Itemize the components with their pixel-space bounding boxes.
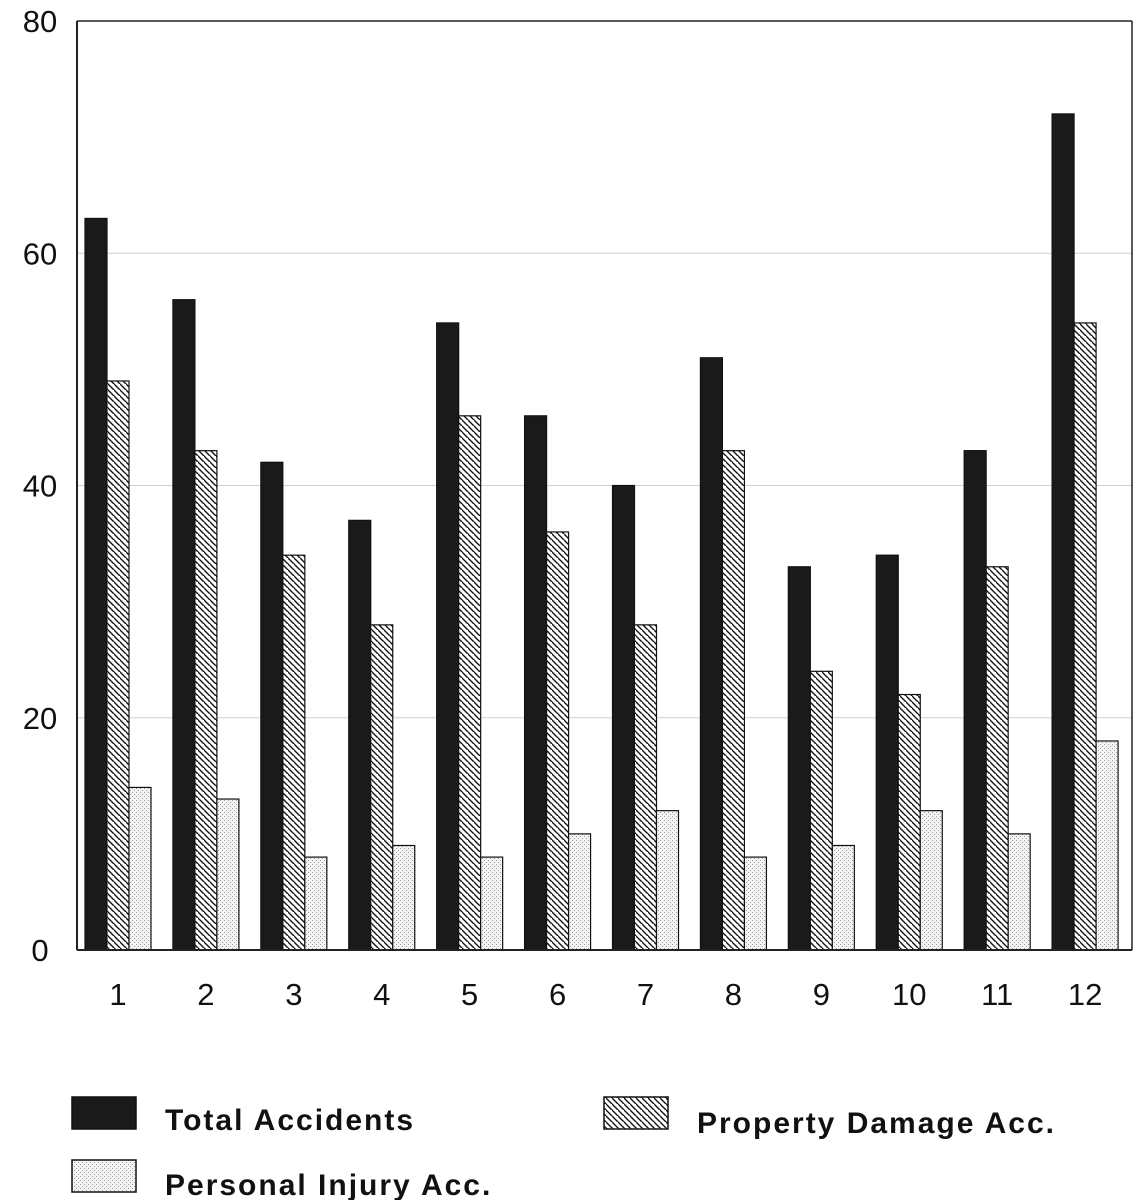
- axes: [76, 20, 1133, 951]
- bar-personal-10: [919, 810, 943, 951]
- y-tick-label: 40: [23, 469, 57, 504]
- bar-personal-2: [216, 798, 240, 951]
- legend-swatch-property: [603, 1096, 669, 1130]
- legend-swatch-personal: [71, 1159, 137, 1193]
- bar-property-5: [458, 415, 482, 951]
- x-tick-label: 9: [813, 977, 830, 1012]
- legend-label-personal: Personal Injury Acc.: [165, 1169, 492, 1200]
- x-tick-label: 10: [892, 977, 926, 1012]
- x-tick-labels: 1 2 3 4 5 6 7 8 9 10 11 12: [109, 977, 1102, 1012]
- legend: Total Accidents Property Damage Acc. Perso…: [71, 1096, 1056, 1200]
- bar-property-8: [721, 450, 746, 951]
- bar-property-2: [194, 450, 218, 951]
- x-tick-label: 11: [981, 977, 1013, 1012]
- legend-label-total: Total Accidents: [165, 1104, 415, 1137]
- y-tick-label: 0: [31, 933, 48, 968]
- bar-personal-3: [304, 856, 328, 951]
- bar-total-3: [260, 461, 284, 951]
- bar-total-1: [84, 217, 108, 951]
- x-tick-label: 6: [549, 977, 566, 1012]
- x-tick-label: 1: [109, 977, 126, 1012]
- legend-swatch-total: [71, 1096, 137, 1130]
- y-tick-label: 60: [23, 236, 57, 271]
- bar-property-1: [106, 380, 130, 951]
- x-tick-label: 5: [461, 977, 478, 1012]
- bars: [84, 113, 1119, 951]
- bar-total-6: [523, 415, 548, 951]
- bar-property-10: [897, 693, 921, 951]
- x-tick-label: 2: [197, 977, 214, 1012]
- bar-total-8: [699, 357, 724, 951]
- bar-total-11: [963, 450, 987, 951]
- bar-property-3: [282, 554, 306, 951]
- bar-personal-5: [480, 856, 504, 951]
- bar-property-7: [633, 624, 658, 951]
- bar-personal-11: [1007, 833, 1031, 951]
- x-tick-label: 7: [637, 977, 654, 1012]
- x-tick-label: 12: [1068, 977, 1102, 1012]
- bar-personal-1: [128, 786, 152, 951]
- bar-property-9: [809, 670, 833, 951]
- bar-property-11: [985, 566, 1009, 951]
- x-tick-label: 3: [285, 977, 302, 1012]
- bar-property-4: [370, 624, 394, 951]
- bar-personal-6: [567, 833, 592, 951]
- bar-total-2: [172, 299, 196, 951]
- y-tick-label: 80: [23, 4, 57, 39]
- bar-property-12: [1073, 322, 1097, 951]
- bar-property-6: [545, 531, 570, 951]
- bar-personal-4: [392, 844, 416, 951]
- y-tick-labels: 0 20 40 60 80: [23, 4, 57, 968]
- bar-total-5: [436, 322, 460, 951]
- bar-personal-12: [1095, 740, 1119, 951]
- bar-total-7: [611, 484, 636, 951]
- bar-total-12: [1051, 113, 1075, 951]
- bar-total-4: [348, 519, 372, 951]
- x-tick-label: 4: [373, 977, 390, 1012]
- legend-label-property: Property Damage Acc.: [697, 1107, 1056, 1140]
- bar-total-9: [787, 566, 811, 951]
- bar-personal-8: [743, 856, 768, 951]
- y-tick-label: 20: [23, 701, 57, 736]
- x-tick-label: 8: [725, 977, 742, 1012]
- bar-personal-9: [831, 844, 855, 951]
- bar-total-10: [875, 554, 899, 951]
- bar-personal-7: [655, 810, 680, 951]
